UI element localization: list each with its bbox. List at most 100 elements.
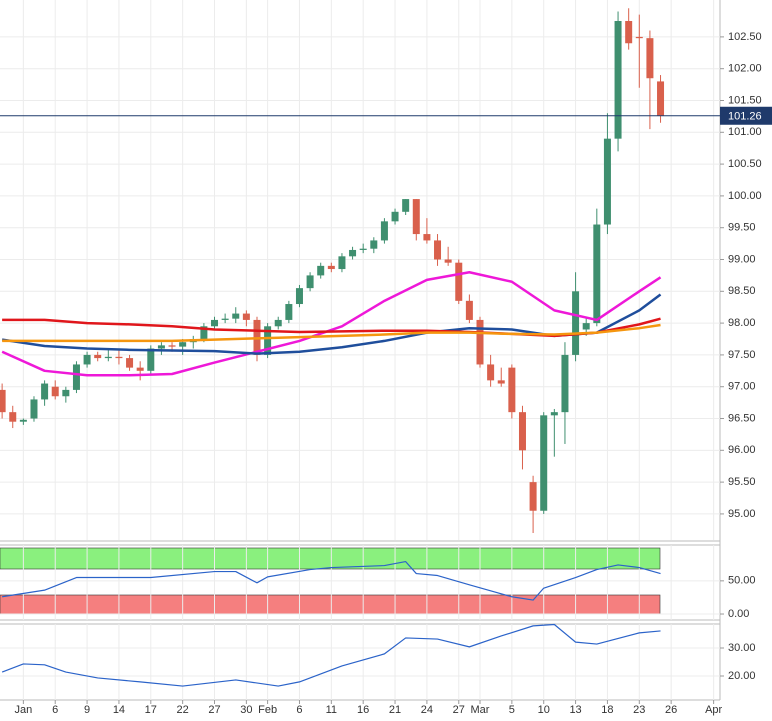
x-tick-label: 22	[177, 704, 189, 716]
candle-body	[242, 313, 250, 320]
x-tick-label: 27	[208, 704, 220, 716]
candle-body	[646, 38, 654, 79]
rsi-overbought-band	[0, 547, 661, 570]
y-tick-label: 95.00	[728, 508, 756, 520]
candle-body	[402, 199, 410, 212]
x-tick-label: 27	[453, 704, 465, 716]
y-tick-label: 102.00	[728, 63, 762, 75]
indicator-line	[2, 560, 661, 601]
candle-body	[264, 326, 272, 355]
y-tick-label: 30.00	[728, 642, 756, 654]
y-tick-label: 98.50	[728, 285, 756, 297]
x-tick-label: 24	[421, 704, 433, 716]
y-tick-label: 98.00	[728, 317, 756, 329]
x-tick-label: 6	[52, 704, 58, 716]
candle-body	[0, 389, 6, 413]
candle-body	[657, 81, 665, 116]
y-tick-label: 50.00	[728, 575, 756, 587]
candle-body	[380, 221, 388, 241]
candle-body	[62, 389, 70, 397]
candle-body	[41, 383, 49, 400]
candle-body	[625, 20, 633, 44]
candle-body	[147, 348, 155, 371]
candle-body	[327, 265, 335, 270]
candle-body	[115, 356, 123, 359]
candle-body	[349, 249, 357, 257]
candle-body	[83, 354, 91, 365]
x-tick-label: 16	[357, 704, 369, 716]
candle-body	[582, 323, 590, 330]
candle-body	[317, 265, 325, 276]
candle-body	[104, 356, 112, 359]
candle-body	[285, 304, 293, 320]
y-tick-label: 20.00	[728, 670, 756, 682]
x-tick-label: Feb	[258, 704, 277, 716]
candle-body	[72, 364, 80, 390]
candle-body	[572, 291, 580, 355]
candle-body	[518, 412, 526, 451]
candle-body	[126, 358, 134, 368]
candle-body	[211, 319, 219, 327]
candle-body	[94, 354, 102, 359]
y-tick-label: 95.50	[728, 476, 756, 488]
x-tick-label: 30	[240, 704, 252, 716]
x-tick-label: Apr	[705, 704, 722, 716]
y-tick-label: 96.50	[728, 412, 756, 424]
last-price-box	[720, 106, 772, 125]
candle-body	[455, 262, 463, 301]
candle-body	[487, 364, 495, 381]
candle-body	[232, 313, 240, 319]
candle-body	[508, 367, 516, 413]
candle-body	[9, 412, 17, 422]
x-tick-label: 17	[145, 704, 157, 716]
x-tick-label: 13	[569, 704, 581, 716]
candle-body	[550, 412, 558, 416]
y-tick-label: 101.00	[728, 126, 762, 138]
x-tick-label: 11	[326, 704, 337, 716]
y-tick-label: 0.00	[728, 608, 749, 620]
candle-body	[434, 240, 442, 260]
candle-body	[338, 256, 346, 270]
x-tick-label: 6	[296, 704, 302, 716]
candle-body	[30, 399, 38, 419]
candle-body	[561, 354, 569, 413]
candle-body	[603, 138, 611, 225]
candle-body	[593, 224, 601, 324]
candle-body	[274, 319, 282, 327]
candle-body	[465, 300, 473, 320]
x-tick-label: Jan	[14, 704, 32, 716]
candle-body	[179, 342, 187, 347]
candle-body	[221, 318, 229, 320]
candle-body	[391, 211, 399, 222]
indicator-line	[2, 323, 661, 343]
indicator-line	[1, 270, 662, 377]
y-tick-label: 99.50	[728, 222, 756, 234]
candle-body	[157, 345, 165, 349]
x-tick-label: 10	[538, 704, 550, 716]
candle-body	[497, 380, 505, 384]
rsi-oversold-band	[0, 594, 661, 615]
y-tick-label: 97.50	[728, 349, 756, 361]
y-tick-label: 102.50	[728, 31, 762, 43]
x-tick-label: 18	[601, 704, 613, 716]
y-tick-label: 99.00	[728, 253, 756, 265]
y-tick-label: 100.50	[728, 158, 762, 170]
x-tick-label: 21	[389, 704, 401, 716]
indicator-line	[1, 623, 661, 687]
last-price-label: 101.26	[728, 111, 762, 123]
x-tick-label: 5	[509, 704, 515, 716]
x-tick-label: Mar	[471, 704, 490, 716]
y-tick-label: 97.00	[728, 381, 756, 393]
candle-body	[423, 234, 431, 241]
candle-body	[200, 326, 208, 340]
candle-body	[136, 367, 144, 371]
x-tick-label: 14	[113, 704, 125, 716]
candle-body	[476, 319, 484, 365]
y-tick-label: 101.50	[728, 94, 762, 106]
candle-body	[412, 199, 420, 235]
y-tick-label: 96.00	[728, 444, 756, 456]
y-tick-label: 100.00	[728, 190, 762, 202]
x-tick-label: 23	[633, 704, 645, 716]
